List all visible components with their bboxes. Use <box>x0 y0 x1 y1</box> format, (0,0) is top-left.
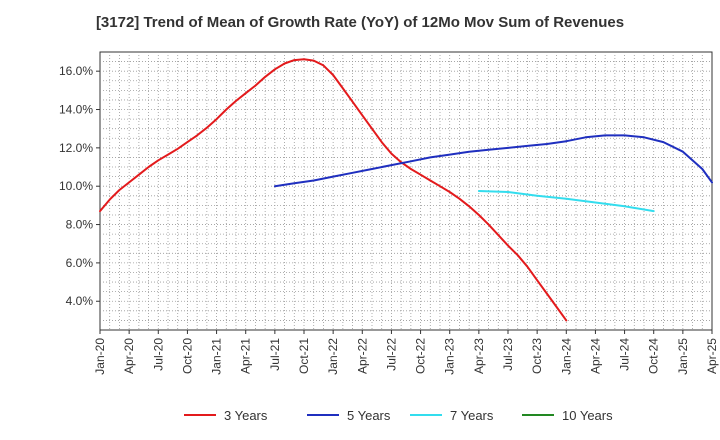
x-tick-label: Oct-22 <box>414 338 428 374</box>
x-tick-label: Oct-21 <box>297 338 311 374</box>
y-tick-label: 16.0% <box>59 64 93 78</box>
plot-area <box>99 51 713 331</box>
series-line-3-years <box>99 58 568 322</box>
series-line-5-years <box>273 140 568 188</box>
x-tick-label: Apr-22 <box>355 338 369 374</box>
x-tick-label: Apr-24 <box>588 338 602 374</box>
x-tick-label: Oct-20 <box>180 338 194 374</box>
legend: 3 Years 5 Years 7 Years 10 Years <box>184 408 613 423</box>
y-tick-label: 4.0% <box>66 294 94 308</box>
series-line-7-years <box>477 190 655 213</box>
grid-lines <box>100 52 712 330</box>
legend-label-5-years: 5 Years <box>347 408 391 423</box>
x-tick-label: Apr-23 <box>472 338 486 374</box>
y-tick-label: 12.0% <box>59 141 93 155</box>
y-tick-label: 6.0% <box>66 256 94 270</box>
x-tick-label: Jan-24 <box>559 338 573 375</box>
legend-label-7-years: 7 Years <box>450 408 494 423</box>
x-tick-label: Jul-22 <box>384 338 398 371</box>
x-tick-label: Apr-25 <box>705 338 719 374</box>
y-axis-ticks: 4.0% 6.0% 8.0% 10.0% 12.0% 14.0% 16.0% <box>59 64 100 308</box>
x-tick-label: Jan-20 <box>93 338 107 375</box>
x-tick-label: Jul-21 <box>268 338 282 371</box>
series-line-5-years-tail <box>565 134 713 184</box>
series-lines <box>99 58 713 322</box>
x-axis-ticks: Jan-20 Apr-20 Jul-20 Oct-20 Jan-21 Apr-21 Jul-… <box>93 330 719 375</box>
x-tick-label: Apr-20 <box>122 338 136 374</box>
x-tick-label: Jan-23 <box>443 338 457 375</box>
y-tick-label: 14.0% <box>59 103 93 117</box>
x-tick-label: Jan-22 <box>326 338 340 375</box>
x-tick-label: Apr-21 <box>239 338 253 374</box>
x-tick-label: Jul-20 <box>151 338 165 371</box>
legend-label-10-years: 10 Years <box>562 408 613 423</box>
x-tick-label: Jul-23 <box>501 338 515 371</box>
y-tick-label: 8.0% <box>66 218 94 232</box>
x-tick-label: Jan-21 <box>210 338 224 375</box>
x-tick-label: Oct-24 <box>647 338 661 374</box>
x-tick-label: Jul-24 <box>618 338 632 371</box>
chart-title: [3172] Trend of Mean of Growth Rate (YoY… <box>95 14 625 31</box>
legend-label-3-years: 3 Years <box>224 408 268 423</box>
x-tick-label: Oct-23 <box>530 338 544 374</box>
x-tick-label: Jan-25 <box>676 338 690 375</box>
y-tick-label: 10.0% <box>59 179 93 193</box>
